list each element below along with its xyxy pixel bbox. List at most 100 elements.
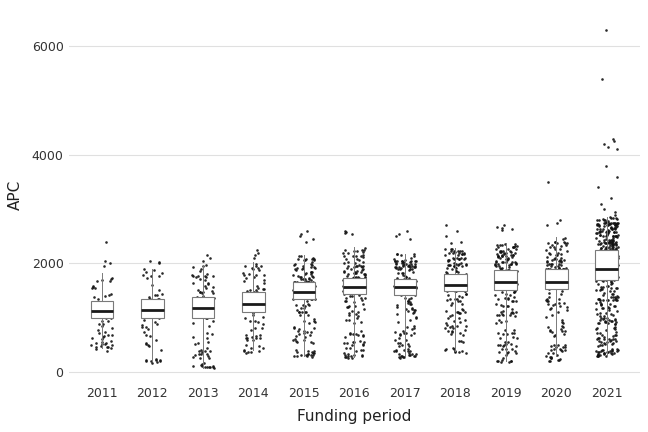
Point bbox=[491, 223, 502, 230]
Point bbox=[599, 315, 609, 322]
Point bbox=[499, 275, 509, 282]
Point bbox=[338, 283, 349, 290]
Point bbox=[259, 280, 270, 287]
Point bbox=[611, 265, 621, 272]
Point bbox=[595, 248, 605, 255]
Point bbox=[306, 280, 316, 286]
Point bbox=[142, 309, 152, 316]
Point bbox=[604, 239, 614, 246]
Point bbox=[204, 354, 214, 361]
Point bbox=[608, 240, 618, 247]
Point bbox=[399, 354, 409, 361]
Point bbox=[145, 298, 155, 305]
Point bbox=[491, 277, 502, 284]
Point bbox=[344, 276, 354, 283]
Point bbox=[496, 282, 506, 289]
Point bbox=[606, 262, 616, 269]
Point bbox=[455, 248, 465, 255]
Point bbox=[511, 281, 522, 288]
Point bbox=[155, 308, 165, 314]
Point bbox=[356, 347, 366, 354]
Point bbox=[510, 348, 520, 355]
Point bbox=[551, 268, 562, 275]
Point bbox=[349, 283, 359, 289]
Point bbox=[612, 264, 622, 271]
Point bbox=[603, 143, 613, 150]
Point bbox=[611, 246, 621, 253]
Point bbox=[299, 281, 310, 288]
Point bbox=[360, 284, 371, 291]
Point bbox=[501, 351, 511, 358]
Point bbox=[607, 281, 617, 288]
Point bbox=[612, 259, 623, 266]
Point bbox=[606, 267, 616, 274]
Point bbox=[242, 336, 252, 343]
Point bbox=[304, 283, 314, 289]
Point bbox=[254, 347, 264, 354]
Point bbox=[491, 278, 501, 285]
Point bbox=[198, 289, 208, 295]
Point bbox=[141, 331, 152, 338]
Point bbox=[196, 266, 206, 273]
Point bbox=[452, 227, 462, 234]
Point bbox=[605, 274, 616, 281]
Point bbox=[440, 276, 450, 283]
Point bbox=[449, 260, 459, 267]
Point bbox=[606, 311, 616, 318]
Point bbox=[360, 275, 370, 282]
Point bbox=[599, 206, 610, 213]
Point bbox=[559, 238, 570, 245]
Point bbox=[404, 351, 415, 358]
Point bbox=[610, 268, 621, 275]
Point bbox=[249, 289, 259, 296]
Point bbox=[498, 331, 509, 338]
Point bbox=[443, 273, 453, 280]
Point bbox=[450, 349, 460, 356]
Point bbox=[356, 282, 367, 289]
Point bbox=[596, 249, 607, 256]
Point bbox=[344, 283, 354, 289]
Point bbox=[609, 229, 619, 235]
Point bbox=[447, 278, 457, 285]
Point bbox=[310, 296, 320, 303]
Point bbox=[461, 291, 471, 298]
Point bbox=[596, 264, 607, 270]
Point bbox=[94, 321, 104, 327]
Point bbox=[350, 269, 360, 276]
Point bbox=[491, 262, 501, 269]
Point bbox=[451, 268, 461, 275]
Point bbox=[103, 318, 113, 324]
Point bbox=[406, 263, 417, 270]
Point bbox=[592, 263, 602, 270]
Point bbox=[597, 266, 608, 273]
Point bbox=[395, 288, 406, 295]
Point bbox=[289, 280, 299, 287]
Point bbox=[461, 323, 471, 330]
Point bbox=[308, 317, 319, 324]
Point bbox=[508, 334, 518, 341]
Point bbox=[400, 305, 411, 312]
Point bbox=[541, 273, 551, 280]
Bar bbox=[242, 292, 265, 312]
Point bbox=[100, 329, 110, 336]
Point bbox=[343, 303, 353, 310]
Point bbox=[148, 311, 159, 318]
Point bbox=[356, 253, 366, 260]
Point bbox=[102, 304, 112, 311]
Point bbox=[97, 340, 108, 347]
Point bbox=[560, 347, 570, 354]
Point bbox=[553, 281, 563, 288]
Point bbox=[454, 318, 465, 325]
Point bbox=[596, 283, 607, 290]
Point bbox=[246, 326, 257, 333]
Point bbox=[501, 259, 511, 266]
Point bbox=[148, 267, 159, 274]
Point bbox=[142, 306, 152, 313]
Point bbox=[546, 282, 557, 289]
Point bbox=[543, 239, 553, 246]
Point bbox=[509, 244, 519, 251]
Point bbox=[596, 261, 607, 268]
Point bbox=[253, 265, 263, 272]
Point bbox=[240, 262, 250, 269]
Point bbox=[410, 277, 421, 284]
